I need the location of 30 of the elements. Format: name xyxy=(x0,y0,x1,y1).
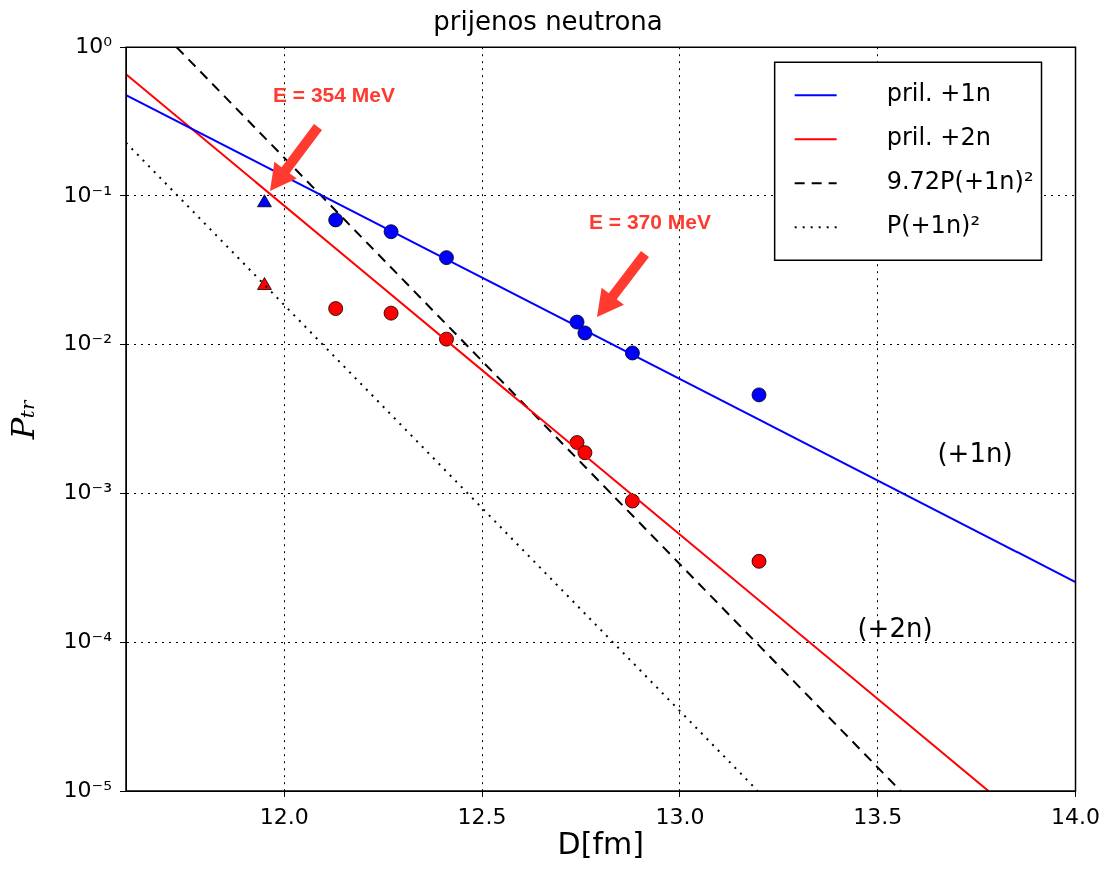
annotation: E = 370 MeV xyxy=(589,209,711,233)
legend-label: pril. +1n xyxy=(886,79,991,108)
legend-label: 9.72P(+1n)² xyxy=(886,167,1034,196)
y-tick-label: 10⁻¹ xyxy=(63,181,112,207)
x-tick-label: 13.5 xyxy=(853,803,903,829)
x-tick-label: 12.0 xyxy=(259,803,309,829)
y-tick-label: 10⁻³ xyxy=(63,479,112,505)
point xyxy=(751,387,767,403)
y-tick-label: 10⁻² xyxy=(63,330,112,356)
point xyxy=(751,553,767,569)
annotation: (+2n) xyxy=(857,612,933,643)
point xyxy=(257,194,272,208)
x-axis-title: D[fm] xyxy=(557,825,644,861)
point xyxy=(257,277,272,290)
x-tick-label: 14.0 xyxy=(1051,803,1100,829)
legend-label: P(+1n)² xyxy=(886,211,981,240)
x-tick-label: 12.5 xyxy=(457,803,507,829)
y-tick-label: 10⁻⁴ xyxy=(63,627,113,653)
y-axis-title: Pₜᵣ xyxy=(3,398,42,441)
legend-label: pril. +2n xyxy=(886,123,991,152)
chart-title: prijenos neutrona xyxy=(433,6,663,37)
point xyxy=(383,305,399,321)
point xyxy=(328,301,344,316)
annotation: (+1n) xyxy=(937,437,1013,468)
point xyxy=(328,212,344,228)
y-tick-label: 10⁻⁵ xyxy=(63,776,112,802)
annotation: E = 354 MeV xyxy=(273,82,395,106)
y-tick-label: 10⁰ xyxy=(75,32,113,58)
point xyxy=(625,493,640,509)
x-tick-label: 13.0 xyxy=(655,803,705,829)
